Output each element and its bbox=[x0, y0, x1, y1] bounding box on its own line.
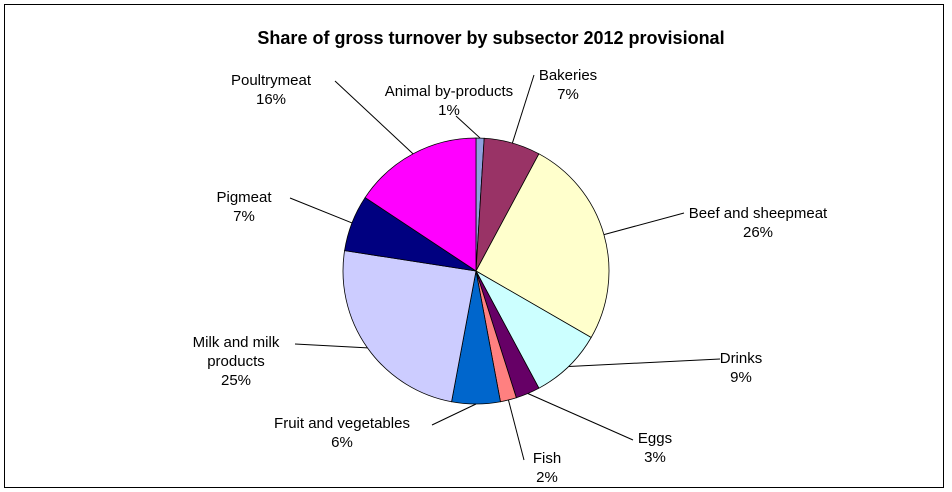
chart-title: Share of gross turnover by subsector 201… bbox=[257, 28, 725, 48]
slice-percent-poultrymeat: 16% bbox=[256, 91, 286, 108]
slice-label-poultrymeat: Poultrymeat 16% bbox=[231, 72, 312, 108]
leader-lines bbox=[289, 74, 721, 461]
pie-slices bbox=[342, 137, 610, 405]
leader-line-animal-by-products bbox=[455, 115, 481, 139]
slice-percent-fruit-and-vegetables: 6% bbox=[331, 434, 353, 451]
slice-percent-animal-by-products: 1% bbox=[438, 102, 460, 119]
leader-line-bakeries bbox=[511, 74, 535, 144]
slice-label-fish: Fish 2% bbox=[533, 450, 561, 486]
slice-percent-milk-and-milk-products: 25% bbox=[221, 372, 251, 389]
slice-percent-drinks: 9% bbox=[730, 369, 752, 386]
slice-percent-pigmeat: 7% bbox=[233, 208, 255, 225]
slice-label-milk-and-milk-products: Milk and milk products 25% bbox=[193, 334, 280, 389]
slice-beef-and-sheepmeat bbox=[475, 153, 610, 339]
slice-label-beef-and-sheepmeat: Beef and sheepmeat 26% bbox=[689, 205, 828, 241]
slice-label-animal-by-products: Animal by-products 1% bbox=[385, 83, 513, 119]
slice-label-drinks: Drinks 9% bbox=[720, 350, 763, 386]
leader-line-milk-and-milk-products bbox=[294, 343, 368, 349]
slice-percent-beef-and-sheepmeat: 26% bbox=[743, 224, 773, 241]
leader-line-beef-and-sheepmeat bbox=[603, 212, 685, 236]
leader-line-pigmeat bbox=[289, 197, 353, 224]
slice-labels: Animal by-products 1% Bakeries 7% Beef and s… bbox=[193, 67, 828, 486]
slice-label-eggs: Eggs 3% bbox=[638, 430, 672, 466]
leader-line-eggs bbox=[527, 393, 634, 441]
slice-percent-bakeries: 7% bbox=[557, 86, 579, 103]
leader-line-fish bbox=[507, 399, 525, 461]
leader-line-drinks bbox=[568, 358, 721, 367]
slice-milk-and-milk-products bbox=[342, 250, 477, 403]
leader-line-fruit-and-vegetables bbox=[431, 403, 477, 426]
slice-label-pigmeat: Pigmeat 7% bbox=[216, 189, 272, 225]
slice-percent-fish: 2% bbox=[536, 469, 558, 486]
leader-line-poultrymeat bbox=[334, 80, 414, 155]
slice-label-bakeries: Bakeries 7% bbox=[539, 67, 597, 103]
slice-percent-eggs: 3% bbox=[644, 449, 666, 466]
slice-label-fruit-and-vegetables: Fruit and vegetables 6% bbox=[274, 415, 410, 451]
